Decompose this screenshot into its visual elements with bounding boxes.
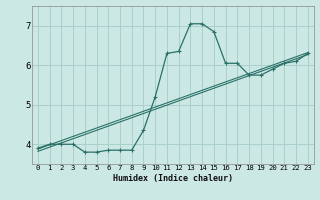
X-axis label: Humidex (Indice chaleur): Humidex (Indice chaleur) bbox=[113, 174, 233, 183]
